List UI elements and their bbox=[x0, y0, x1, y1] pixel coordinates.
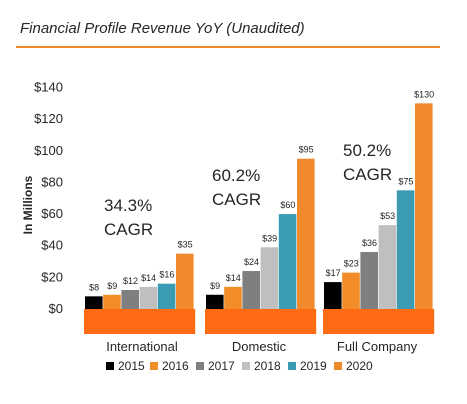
legend-swatch-2015 bbox=[106, 362, 114, 370]
data-label: $24 bbox=[244, 257, 259, 267]
x-axis-category-labels: International Domestic Full Company bbox=[106, 339, 417, 354]
bar-2020 bbox=[176, 253, 194, 309]
data-label: $130 bbox=[414, 89, 434, 99]
legend-label: 2019 bbox=[300, 359, 327, 373]
data-label: $17 bbox=[326, 268, 341, 278]
data-label: $9 bbox=[210, 281, 220, 291]
data-label: $35 bbox=[178, 240, 193, 250]
data-label: $60 bbox=[280, 200, 295, 210]
bar-2018 bbox=[260, 247, 279, 309]
y-tick-label: $120 bbox=[34, 111, 63, 126]
legend-swatch-2017 bbox=[196, 362, 204, 370]
bar-2015 bbox=[206, 294, 224, 309]
category-label: International bbox=[106, 339, 178, 354]
data-label: $95 bbox=[299, 145, 314, 155]
legend-swatch-2018 bbox=[242, 362, 250, 370]
bar-2015 bbox=[324, 282, 342, 309]
y-tick-label: $20 bbox=[41, 269, 63, 284]
bar-2016 bbox=[342, 272, 360, 309]
y-axis-label: In Millions bbox=[21, 175, 35, 234]
y-tick-label: $140 bbox=[34, 80, 63, 95]
bar-2017 bbox=[242, 271, 260, 309]
legend-swatch-2020 bbox=[334, 362, 342, 370]
data-label: $14 bbox=[141, 273, 156, 283]
bar-2019 bbox=[396, 190, 415, 309]
cagr-annotation-text: CAGR bbox=[212, 190, 261, 209]
data-label: $8 bbox=[89, 282, 99, 292]
legend-swatch-2019 bbox=[288, 362, 296, 370]
base-band-2 bbox=[323, 309, 435, 334]
y-axis-tick-labels: $0 $20 $40 $60 $80 $100 $120 $140 bbox=[34, 80, 63, 316]
bar-2016 bbox=[103, 294, 121, 309]
cagr-annotation-text: 50.2% bbox=[343, 141, 391, 160]
base-band-0 bbox=[84, 309, 196, 334]
category-label: Full Company bbox=[337, 339, 418, 354]
y-tick-label: $60 bbox=[41, 206, 63, 221]
bar-2018 bbox=[139, 286, 158, 309]
data-label: $12 bbox=[123, 276, 138, 286]
category-base-bands bbox=[84, 309, 435, 334]
y-tick-label: $40 bbox=[41, 238, 63, 253]
base-band-1 bbox=[205, 309, 317, 334]
data-label: $16 bbox=[159, 270, 174, 280]
bar-2020 bbox=[297, 158, 315, 309]
data-labels: $8 $9 $12 $14 $16$35$9$14$24$39$60$95$17$23$… bbox=[89, 89, 434, 292]
cagr-annotations: 34.3% CAGR 60.2% CAGR 50.2% CAGR bbox=[104, 141, 392, 239]
cagr-annotation-text: 34.3% bbox=[104, 196, 152, 215]
data-label: $14 bbox=[226, 273, 241, 283]
category-label: Domestic bbox=[232, 339, 287, 354]
y-tick-label: $100 bbox=[34, 143, 63, 158]
bar-2017 bbox=[360, 252, 378, 309]
bar-series bbox=[85, 103, 433, 310]
cagr-annotation-text: CAGR bbox=[104, 220, 153, 239]
y-tick-label: $80 bbox=[41, 174, 63, 189]
data-label: $9 bbox=[107, 281, 117, 291]
data-label: $53 bbox=[380, 211, 395, 221]
data-label: $36 bbox=[362, 238, 377, 248]
legend-label: 2017 bbox=[208, 359, 235, 373]
bar-2015 bbox=[85, 296, 103, 309]
legend-swatch-2016 bbox=[150, 362, 158, 370]
bar-2016 bbox=[224, 286, 242, 309]
cagr-annotation-text: 60.2% bbox=[212, 166, 260, 185]
legend-label: 2018 bbox=[254, 359, 281, 373]
legend-label: 2015 bbox=[118, 359, 145, 373]
bar-2019 bbox=[157, 283, 176, 309]
data-label: $75 bbox=[398, 176, 413, 186]
legend-label: 2020 bbox=[346, 359, 373, 373]
bar-2018 bbox=[378, 225, 397, 309]
data-label: $39 bbox=[262, 233, 277, 243]
y-tick-label: $0 bbox=[49, 301, 63, 316]
data-label: $23 bbox=[344, 259, 359, 269]
legend-label: 2016 bbox=[162, 359, 189, 373]
bar-2019 bbox=[278, 214, 297, 309]
cagr-annotation-text: CAGR bbox=[343, 165, 392, 184]
title-divider bbox=[16, 46, 440, 48]
chart-title: Financial Profile Revenue YoY (Unaudited… bbox=[20, 20, 305, 37]
bar-2017 bbox=[121, 290, 139, 309]
bar-2020 bbox=[415, 103, 433, 310]
legend: 2015 2016 2017 2018 2019 2020 bbox=[106, 359, 373, 373]
